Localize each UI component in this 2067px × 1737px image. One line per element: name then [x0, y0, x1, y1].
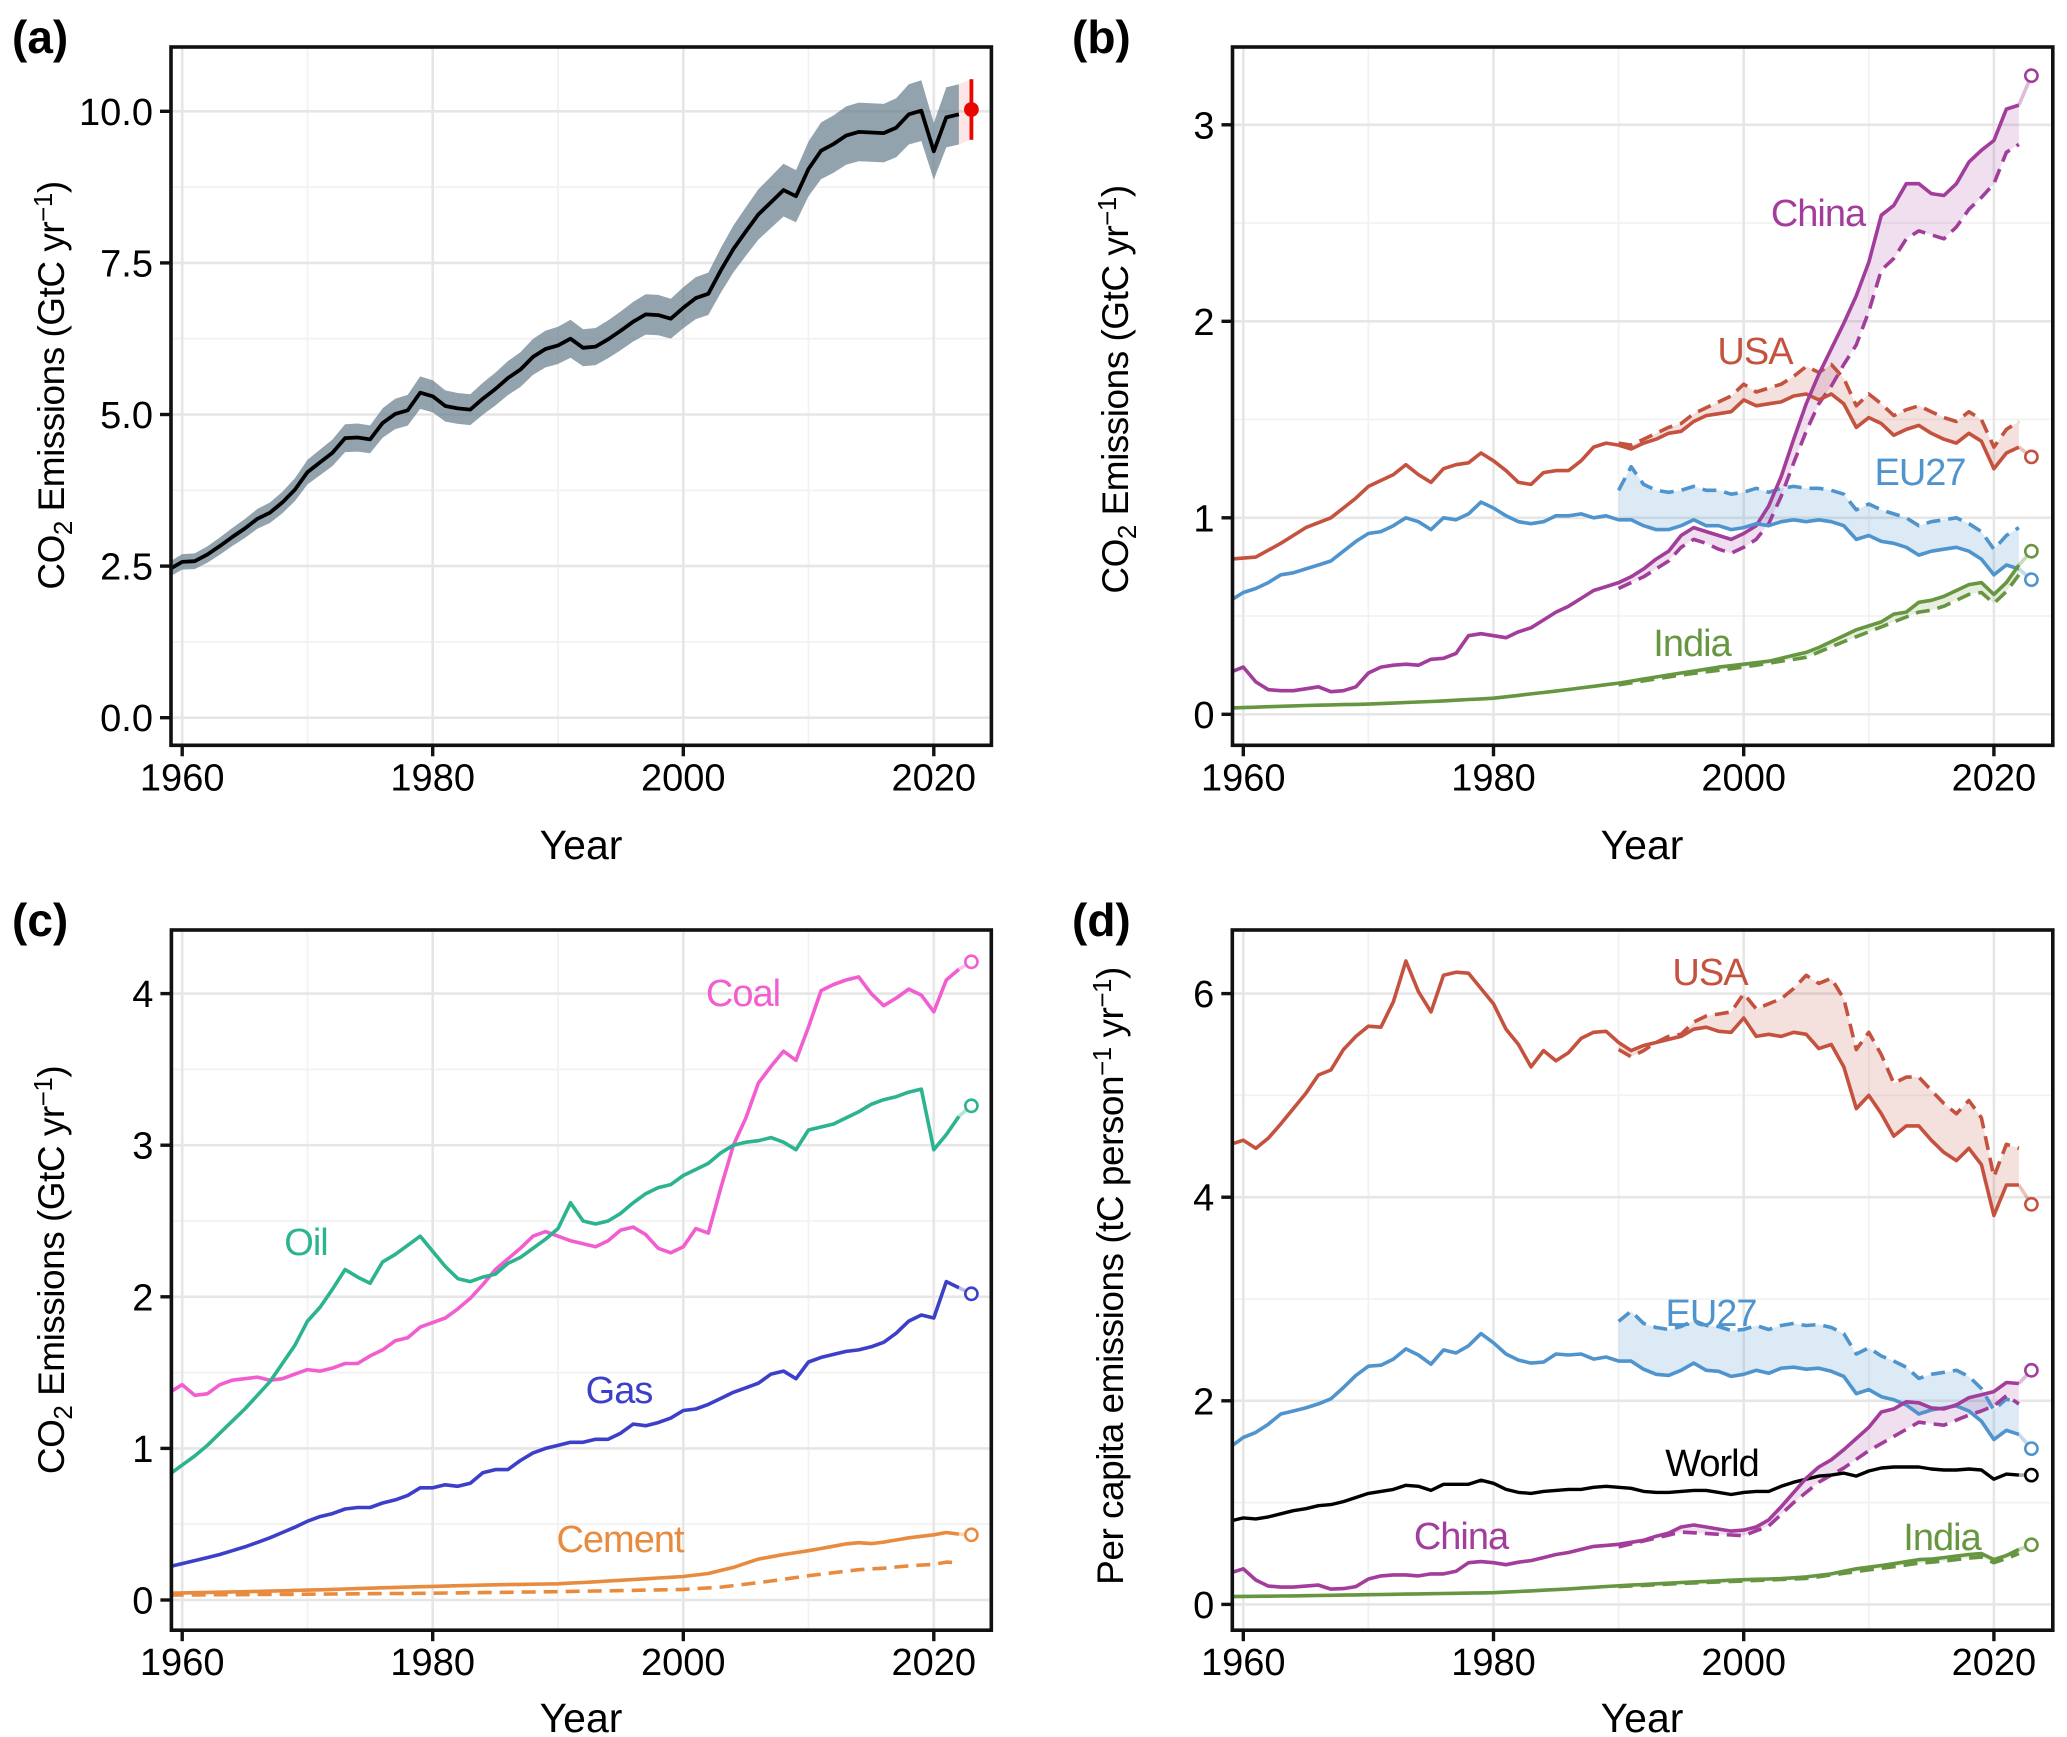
svg-text:World: World	[1665, 1443, 1759, 1485]
svg-text:0: 0	[1193, 1585, 1214, 1627]
svg-text:CO2 Emissions (GtC yr−1): CO2 Emissions (GtC yr−1)	[28, 181, 78, 589]
svg-text:3: 3	[1193, 105, 1214, 147]
svg-text:Year: Year	[540, 1695, 623, 1737]
svg-text:4: 4	[132, 974, 153, 1016]
svg-text:2020: 2020	[1952, 757, 2037, 799]
svg-text:1980: 1980	[390, 757, 475, 799]
svg-text:2: 2	[1193, 1381, 1214, 1423]
svg-text:2000: 2000	[641, 757, 726, 799]
svg-text:2020: 2020	[1952, 1642, 2037, 1684]
svg-text:India: India	[1653, 623, 1732, 665]
svg-text:Cement: Cement	[556, 1519, 684, 1561]
svg-text:1960: 1960	[140, 1642, 225, 1684]
svg-text:1960: 1960	[140, 757, 225, 799]
svg-text:0: 0	[1193, 695, 1214, 737]
svg-text:Coal: Coal	[706, 973, 780, 1015]
svg-text:CO2 Emissions (GtC yr−1): CO2 Emissions (GtC yr−1)	[1092, 185, 1142, 593]
svg-text:Year: Year	[1601, 1695, 1684, 1737]
svg-text:4: 4	[1193, 1178, 1214, 1220]
svg-text:EU27: EU27	[1665, 1293, 1756, 1335]
svg-text:3: 3	[132, 1126, 153, 1168]
svg-text:China: China	[1771, 193, 1867, 235]
svg-text:0.0: 0.0	[100, 698, 153, 740]
svg-text:5.0: 5.0	[100, 395, 153, 437]
svg-text:Gas: Gas	[586, 1370, 653, 1412]
svg-text:1980: 1980	[1451, 1642, 1536, 1684]
svg-text:CO2 Emissions (GtC yr−1): CO2 Emissions (GtC yr−1)	[28, 1066, 78, 1474]
svg-text:1980: 1980	[390, 1642, 475, 1684]
svg-text:(b): (b)	[1072, 11, 1131, 63]
svg-text:EU27: EU27	[1874, 452, 1965, 494]
svg-text:2020: 2020	[892, 1642, 977, 1684]
svg-text:(d): (d)	[1072, 894, 1131, 946]
svg-text:2.5: 2.5	[100, 547, 153, 589]
svg-text:10.0: 10.0	[79, 92, 153, 134]
svg-text:2: 2	[1193, 302, 1214, 344]
svg-text:(c): (c)	[12, 894, 68, 946]
svg-text:China: China	[1414, 1516, 1510, 1558]
svg-text:USA: USA	[1672, 952, 1749, 994]
svg-text:2: 2	[132, 1277, 153, 1319]
svg-text:2020: 2020	[892, 757, 977, 799]
svg-text:2000: 2000	[1701, 1642, 1786, 1684]
svg-text:6: 6	[1193, 974, 1214, 1016]
svg-text:0: 0	[132, 1581, 153, 1623]
svg-text:(a): (a)	[12, 11, 68, 63]
svg-text:India: India	[1903, 1517, 1982, 1559]
svg-text:1980: 1980	[1451, 757, 1536, 799]
svg-text:1: 1	[1193, 498, 1214, 540]
svg-text:7.5: 7.5	[100, 243, 153, 285]
svg-text:Year: Year	[540, 822, 623, 868]
svg-text:1960: 1960	[1201, 757, 1286, 799]
svg-text:Oil: Oil	[284, 1222, 327, 1264]
svg-text:Year: Year	[1601, 822, 1684, 868]
svg-text:1960: 1960	[1201, 1642, 1286, 1684]
svg-text:2000: 2000	[1701, 757, 1786, 799]
svg-text:1: 1	[132, 1429, 153, 1471]
svg-text:USA: USA	[1717, 331, 1794, 373]
svg-text:2000: 2000	[641, 1642, 726, 1684]
